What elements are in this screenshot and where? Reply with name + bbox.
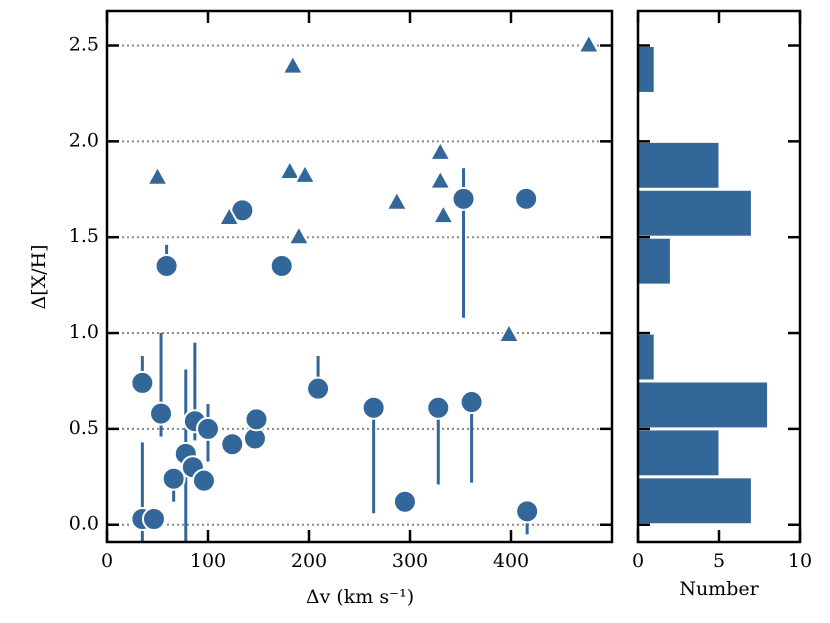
triangle-point bbox=[577, 32, 601, 54]
x-tick-label: 0 bbox=[632, 550, 644, 572]
y-tick-label: 0.5 bbox=[69, 417, 99, 439]
circle-point bbox=[451, 186, 476, 211]
triangle-point bbox=[428, 168, 452, 190]
triangle-point bbox=[287, 224, 311, 246]
triangle-point bbox=[293, 162, 317, 184]
hist-bar bbox=[637, 381, 769, 429]
hist-bar bbox=[637, 46, 655, 93]
hist-bar bbox=[637, 333, 655, 381]
x-tick-label: 100 bbox=[190, 550, 226, 572]
circle-point bbox=[161, 466, 186, 491]
x-tick-label: 10 bbox=[788, 550, 812, 572]
circle-point bbox=[191, 468, 216, 493]
circle-point bbox=[196, 416, 220, 441]
circle-point bbox=[220, 432, 245, 457]
x-tick-label: 200 bbox=[291, 550, 327, 572]
axes-frame bbox=[636, 9, 802, 544]
circle-point bbox=[515, 499, 540, 524]
triangle-point bbox=[145, 164, 170, 186]
triangle-point bbox=[497, 321, 521, 343]
x-tick-label: 0 bbox=[101, 550, 113, 572]
x-tick-label: 300 bbox=[392, 550, 428, 572]
x-tick-label: 5 bbox=[713, 550, 725, 572]
circle-point bbox=[141, 506, 166, 531]
triangle-point bbox=[217, 204, 241, 227]
x-tick-label: 400 bbox=[493, 550, 529, 572]
triangle-point bbox=[431, 203, 456, 225]
hist-bar bbox=[637, 237, 671, 285]
y-axis-label: Δ[X/H] bbox=[28, 244, 50, 309]
y-tick-label: 0.0 bbox=[69, 513, 99, 535]
circle-point bbox=[244, 407, 269, 432]
triangle-point bbox=[281, 53, 305, 75]
axes-frame bbox=[105, 9, 614, 544]
triangle-point bbox=[278, 158, 302, 181]
circle-point bbox=[459, 390, 484, 415]
hist-bar bbox=[637, 141, 720, 189]
y-tick-label: 2.0 bbox=[69, 129, 99, 151]
y-tick-label: 1.0 bbox=[69, 321, 99, 343]
triangle-point bbox=[428, 139, 452, 161]
circle-point bbox=[514, 186, 539, 211]
hist-bar bbox=[637, 429, 720, 477]
circle-point bbox=[392, 489, 417, 514]
circle-point bbox=[154, 253, 179, 278]
triangle-point bbox=[385, 189, 409, 211]
y-tick-label: 1.5 bbox=[69, 225, 99, 247]
circle-point bbox=[306, 376, 331, 401]
circle-point bbox=[149, 401, 174, 426]
y-tick-label: 2.5 bbox=[69, 34, 99, 56]
hist-x-axis-label: Number bbox=[679, 578, 759, 600]
circle-point bbox=[130, 370, 155, 395]
hist-bar bbox=[637, 189, 752, 237]
hist-bar bbox=[637, 477, 752, 525]
circle-point bbox=[361, 395, 386, 420]
circle-point bbox=[269, 253, 294, 278]
circle-point bbox=[426, 395, 451, 420]
x-axis-label: Δv (km s⁻¹) bbox=[306, 586, 414, 608]
